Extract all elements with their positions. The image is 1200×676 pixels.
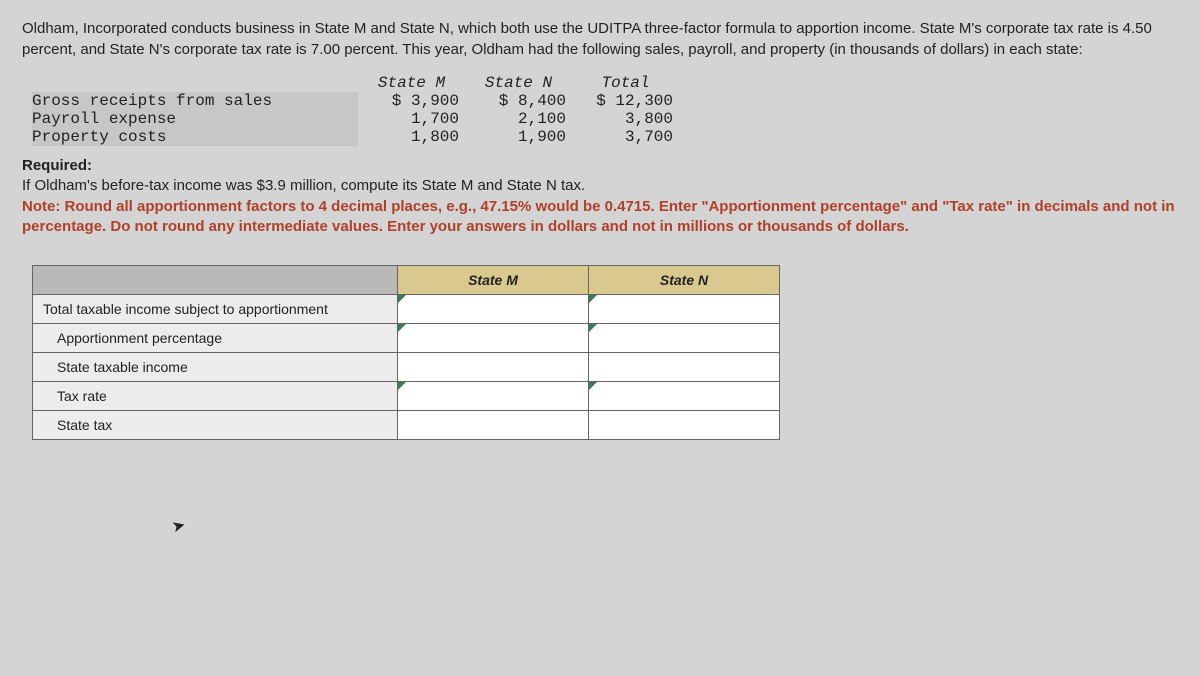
answer-input[interactable] (589, 324, 780, 353)
answer-input[interactable] (398, 353, 589, 382)
answer-col-m: State M (398, 266, 589, 295)
answer-row-label: State tax (33, 411, 398, 440)
answer-row-label: Tax rate (33, 382, 398, 411)
answer-input[interactable] (589, 411, 780, 440)
answer-row: Apportionment percentage (33, 324, 780, 353)
edit-marker-icon (398, 324, 406, 332)
edit-marker-icon (589, 382, 597, 390)
edit-marker-icon (589, 295, 597, 303)
required-heading: Required: (22, 157, 92, 174)
data-cell: $ 8,400 (465, 92, 572, 110)
data-cell: 3,700 (572, 128, 679, 146)
edit-marker-icon (398, 382, 406, 390)
answer-input[interactable] (589, 353, 780, 382)
answer-row-label: Total taxable income subject to apportio… (33, 295, 398, 324)
edit-marker-icon (398, 295, 406, 303)
answer-input[interactable] (398, 411, 589, 440)
required-block: Required: If Oldham's before-tax income … (22, 156, 1178, 237)
answer-table: State M State N Total taxable income sub… (32, 265, 780, 440)
data-row-label: Property costs (32, 128, 358, 146)
answer-col-n: State N (589, 266, 780, 295)
required-line: If Oldham's before-tax income was $3.9 m… (22, 177, 585, 194)
answer-row: Tax rate (33, 382, 780, 411)
data-cell: $ 12,300 (572, 92, 679, 110)
problem-intro: Oldham, Incorporated conducts business i… (22, 18, 1178, 60)
data-cell: 1,700 (358, 110, 465, 128)
data-cell: 3,800 (572, 110, 679, 128)
answer-input[interactable] (398, 382, 589, 411)
answer-input[interactable] (589, 295, 780, 324)
answer-row: Total taxable income subject to apportio… (33, 295, 780, 324)
answer-row-label: State taxable income (33, 353, 398, 382)
data-cell: 2,100 (465, 110, 572, 128)
data-cell: 1,800 (358, 128, 465, 146)
data-cell: 1,900 (465, 128, 572, 146)
data-cell: $ 3,900 (358, 92, 465, 110)
answer-input[interactable] (398, 324, 589, 353)
data-row-label: Gross receipts from sales (32, 92, 358, 110)
answer-row: State taxable income (33, 353, 780, 382)
answer-input[interactable] (398, 295, 589, 324)
answer-corner (33, 266, 398, 295)
data-table: State M State N Total Gross receipts fro… (32, 74, 679, 146)
answer-row-label: Apportionment percentage (33, 324, 398, 353)
data-col-header-n: State N (465, 74, 572, 92)
answer-row: State tax (33, 411, 780, 440)
cursor-icon: ➤ (170, 515, 188, 538)
edit-marker-icon (589, 324, 597, 332)
data-col-header-m: State M (358, 74, 465, 92)
note-text: Note: Round all apportionment factors to… (22, 198, 1175, 235)
data-col-header-total: Total (572, 74, 679, 92)
data-row-label: Payroll expense (32, 110, 358, 128)
answer-input[interactable] (589, 382, 780, 411)
